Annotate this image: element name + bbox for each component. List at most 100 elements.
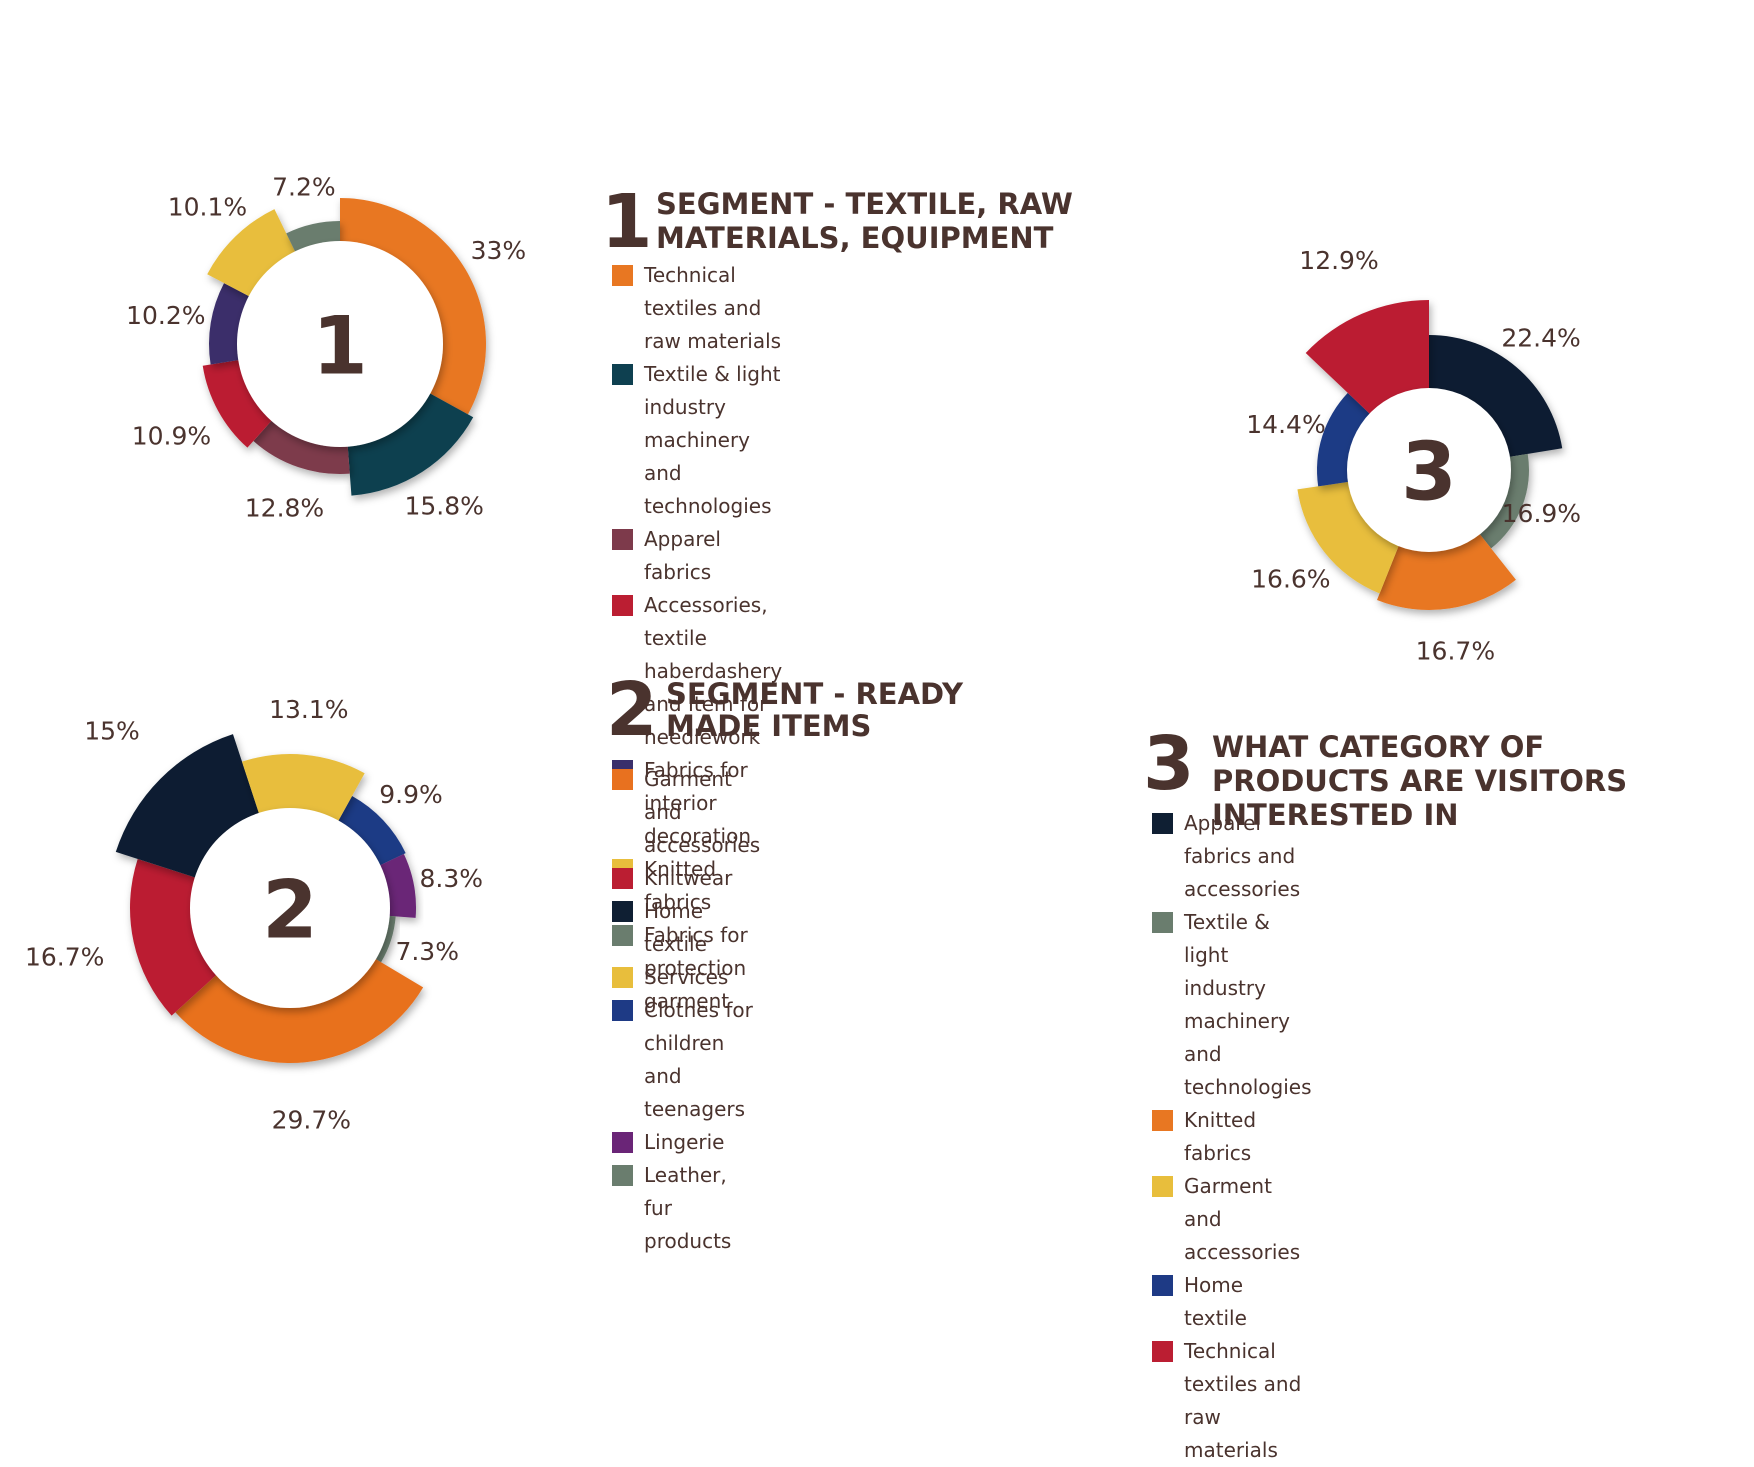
pie-slice (130, 858, 218, 1016)
donut-center-number: 1 (312, 300, 368, 393)
pie-slice (340, 198, 486, 415)
slice-value-label: 8.3% (420, 864, 484, 893)
legend-label: Fabrics for interior decoration (644, 758, 752, 848)
legend-swatch (612, 595, 633, 616)
pie-slice (208, 283, 251, 365)
legend-swatch (612, 1000, 633, 1021)
slice-value-label: 16.9% (1502, 499, 1581, 528)
legend-swatch (1152, 1110, 1173, 1131)
pie-slice (337, 796, 406, 867)
legend-swatch (612, 868, 633, 889)
legend-label: Leather, fur products (644, 1163, 732, 1253)
donut-center (1347, 388, 1511, 552)
slice-value-label: 15.8% (404, 491, 483, 520)
slice-value-label: 9.9% (379, 780, 443, 809)
slice-value-label: 10.1% (168, 193, 247, 222)
pie-slice (1297, 481, 1400, 594)
slice-value-label: 15% (84, 717, 140, 746)
legend-item: Technical textiles and raw materials (612, 259, 782, 358)
legend-label: Knitwear (644, 866, 733, 890)
legend-label: Knitted fabrics (644, 857, 717, 914)
donut-charts: 33% 15.8% 12.8% 10.9% 10.2% 10.1% 7.2% 1 9.9% 8.… (25, 173, 1581, 1135)
donut-center (190, 808, 390, 1008)
pie-slice (1305, 300, 1429, 415)
donut-center (237, 241, 443, 447)
legend-item: Knitted fabrics (1152, 1104, 1312, 1170)
legend-item: Home textile (1152, 1269, 1312, 1335)
legend-label: Apparel fabrics and accessories (1184, 811, 1301, 901)
pie-slice (1377, 532, 1516, 610)
legend-swatch (612, 967, 633, 988)
section-1-number: 1 (601, 179, 653, 265)
slice-value-label: 16.6% (1251, 565, 1330, 594)
slice-value-label: 14.4% (1246, 410, 1325, 439)
donut-chart-1: 33% 15.8% 12.8% 10.9% 10.2% 10.1% 7.2% 1 (126, 173, 526, 523)
legend-label: Lingerie (644, 1130, 725, 1154)
legend-item: Accessories, textile haberdashery and It… (612, 589, 782, 754)
legend-label: Textile & light industry machinery and t… (644, 362, 781, 518)
donut-center-number: 2 (262, 864, 318, 957)
section-3-legend: Apparel fabrics and accessories Textile … (1152, 807, 1312, 1467)
legend-item: Textile & light industry machinery and t… (612, 358, 782, 523)
legend-item: Apparel fabrics (612, 523, 782, 589)
slice-value-label: 10.9% (132, 421, 211, 450)
slice-value-label: 7.2% (272, 173, 336, 202)
legend-swatch (1152, 912, 1173, 933)
legend-label: Textile & light industry machinery and t… (1184, 910, 1312, 1099)
legend-swatch (612, 925, 633, 946)
legend-label: Garment and accessories (1184, 1174, 1301, 1264)
legend-label: Home textile (1184, 1273, 1247, 1330)
legend-swatch (612, 529, 633, 550)
legend-item: Fabrics for interior decoration (612, 754, 782, 853)
pie-slice (1429, 335, 1563, 458)
legend-swatch (1152, 813, 1173, 834)
donut-chart-2: 9.9% 8.3% 7.3% 29.7% 16.7% 15% 13.1% 2 (25, 695, 483, 1135)
section-1-legend: Technical textiles and raw materials Tex… (612, 259, 782, 1018)
legend-label: Garment and accessories (644, 767, 761, 857)
donut-center-number: 3 (1401, 426, 1457, 519)
section-3-number: 3 (1143, 721, 1195, 807)
legend-item: Services (612, 961, 760, 994)
slice-value-label: 12.8% (245, 493, 324, 522)
legend-label: Knitted fabrics (1184, 1108, 1257, 1165)
pie-slice (347, 392, 474, 496)
slice-value-label: 29.7% (272, 1105, 351, 1134)
legend-swatch (612, 901, 633, 922)
legend-swatch (1152, 1341, 1173, 1362)
legend-item: Lingerie (612, 1126, 760, 1159)
slice-value-label: 16.7% (25, 942, 104, 971)
legend-label: Apparel fabrics (644, 527, 721, 584)
pie-slice (207, 209, 296, 298)
pie-slice (286, 221, 340, 254)
slice-value-label: 16.7% (1416, 637, 1495, 666)
legend-swatch (612, 1132, 633, 1153)
pie-slice (1316, 392, 1371, 487)
legend-label: Accessories, textile haberdashery and It… (644, 593, 783, 749)
legend-swatch (612, 1165, 633, 1186)
donut-chart-3: 22.4% 16.9% 16.7% 16.6% 14.4% 12.9% 3 (1246, 246, 1581, 666)
legend-item: Fabrics for protection garment (612, 919, 782, 1018)
legend-swatch (612, 769, 633, 790)
legend-swatch (1152, 1275, 1173, 1296)
legend-swatch (612, 265, 633, 286)
legend-item: Technical textiles and raw materials (1152, 1335, 1312, 1467)
legend-item: Home textile (612, 895, 760, 961)
section-2-number: 2 (606, 667, 658, 753)
slice-value-label: 12.9% (1299, 246, 1378, 275)
legend-label: Home textile (644, 899, 707, 956)
section-3-heading: WHAT CATEGORY OF PRODUCTS ARE VISITORS I… (1212, 730, 1628, 832)
section-1-heading: SEGMENT - TEXTILE, RAW MATERIALS, EQUIPM… (656, 187, 1073, 255)
legend-label: Clothes for children and teenagers (644, 998, 753, 1121)
legend-item: Garment and accessories (1152, 1170, 1312, 1269)
pie-slice (253, 419, 350, 474)
legend-swatch (1152, 1176, 1173, 1197)
slice-value-label: 10.2% (126, 301, 205, 330)
slice-value-label: 22.4% (1501, 324, 1580, 353)
legend-item: Knitwear (612, 862, 760, 895)
pie-slice (175, 958, 424, 1063)
pie-slice (202, 359, 273, 448)
legend-label: Technical textiles and raw materials (644, 263, 782, 353)
legend-item: Clothes for children and teenagers (612, 994, 760, 1126)
legend-item: Leather, fur products (612, 1159, 760, 1258)
slice-value-label: 33% (471, 236, 527, 265)
